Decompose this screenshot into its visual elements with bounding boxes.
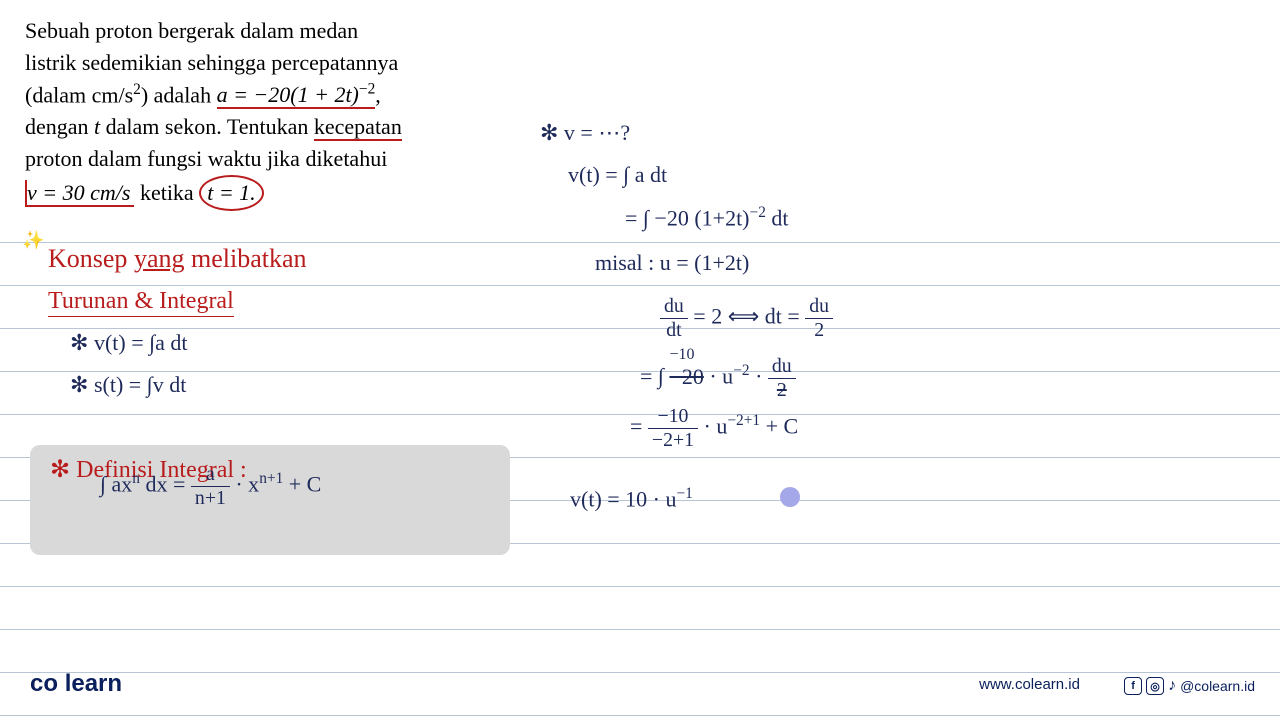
social-handle-text: @colearn.id <box>1180 678 1255 694</box>
problem-line-6: v = 30 cm/s ketika t = 1. <box>25 175 475 211</box>
social-handles: f ◎ ♪ @colearn.id <box>1124 677 1255 695</box>
footer: co learn www.colearn.id f ◎ ♪ @colearn.i… <box>0 658 1280 698</box>
problem-statement: Sebuah proton bergerak dalam medan listr… <box>25 15 475 211</box>
tiktok-icon: ♪ <box>1168 677 1176 695</box>
colearn-logo: co learn <box>30 670 122 698</box>
misal-substitution: misal : u = (1+2t) <box>595 250 749 276</box>
turunan-integral: Turunan & Integral <box>48 288 234 315</box>
konsep-title: Konsep yang melibatkan <box>48 244 307 274</box>
sparkle-icon: ✨ <box>22 230 44 251</box>
integral-substituted: = ∫ −20−10 · u−2 · du2 <box>640 355 796 402</box>
vt-integral: v(t) = ∫ a dt <box>568 162 667 188</box>
definisi-formula: ∫ axn dx = an+1 · xn+1 + C <box>50 463 321 510</box>
problem-line-2: listrik sedemikian sehingga percepatanny… <box>25 47 475 79</box>
du-dt: dudt = 2 ⟺ dt = du2 <box>660 295 833 342</box>
vt-final: v(t) = 10 · u−1 <box>570 485 693 512</box>
problem-line-5: proton dalam fungsi waktu jika diketahui <box>25 143 475 175</box>
formula-st: ✻ s(t) = ∫v dt <box>70 372 186 398</box>
website-url: www.colearn.id <box>979 676 1080 693</box>
problem-line-4: dengan t dalam sekon. Tentukan kecepatan <box>25 111 475 143</box>
definisi-box: ✻ Definisi Integral : ∫ axn dx = an+1 · … <box>30 445 510 555</box>
problem-line-3: (dalam cm/s2) adalah a = −20(1 + 2t)−2, <box>25 79 475 111</box>
formula-vt: ✻ v(t) = ∫a dt <box>70 330 188 356</box>
instagram-icon: ◎ <box>1146 677 1164 695</box>
integral-result: = −10−2+1 · u−2+1 + C <box>630 405 798 452</box>
vt-expand: = ∫ −20 (1+2t)−2 dt <box>625 204 789 231</box>
v-question: ✻ v = ⋯? <box>540 120 630 146</box>
purple-dot-icon <box>780 487 800 507</box>
facebook-icon: f <box>1124 677 1142 695</box>
problem-line-1: Sebuah proton bergerak dalam medan <box>25 15 475 47</box>
